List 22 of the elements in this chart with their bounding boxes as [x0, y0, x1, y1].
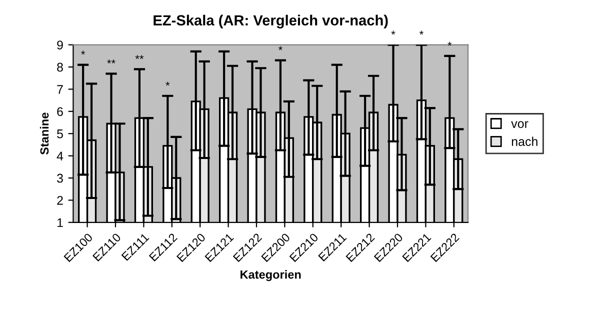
x-axis-title: Kategorien — [240, 270, 301, 282]
annotation: * — [278, 46, 282, 50]
annotation: * — [448, 42, 452, 46]
legend-label: vor — [511, 121, 528, 128]
y-tick-label: 2 — [57, 196, 63, 205]
y-tick-label: 8 — [57, 62, 63, 72]
y-tick-label: 4 — [56, 152, 64, 160]
annotation: * — [391, 30, 396, 35]
annotation: ** — [135, 55, 144, 60]
y-tick-label: 1 — [57, 218, 63, 227]
annotation: * — [166, 82, 170, 86]
annotation: ** — [107, 60, 116, 64]
y-tick-label: 3 — [57, 174, 63, 183]
y-tick-label: 9 — [57, 40, 63, 50]
legend-label: nach — [512, 136, 538, 146]
y-tick-label: 5 — [57, 130, 63, 138]
y-axis-title: Stanine — [40, 112, 49, 155]
annotation: * — [419, 30, 424, 35]
annotation: * — [81, 50, 86, 55]
y-tick-label: 6 — [57, 107, 63, 116]
chart-title: EZ-Skala (AR: Vergleich vor-nach) — [154, 14, 388, 28]
y-tick-label: 7 — [57, 85, 63, 94]
